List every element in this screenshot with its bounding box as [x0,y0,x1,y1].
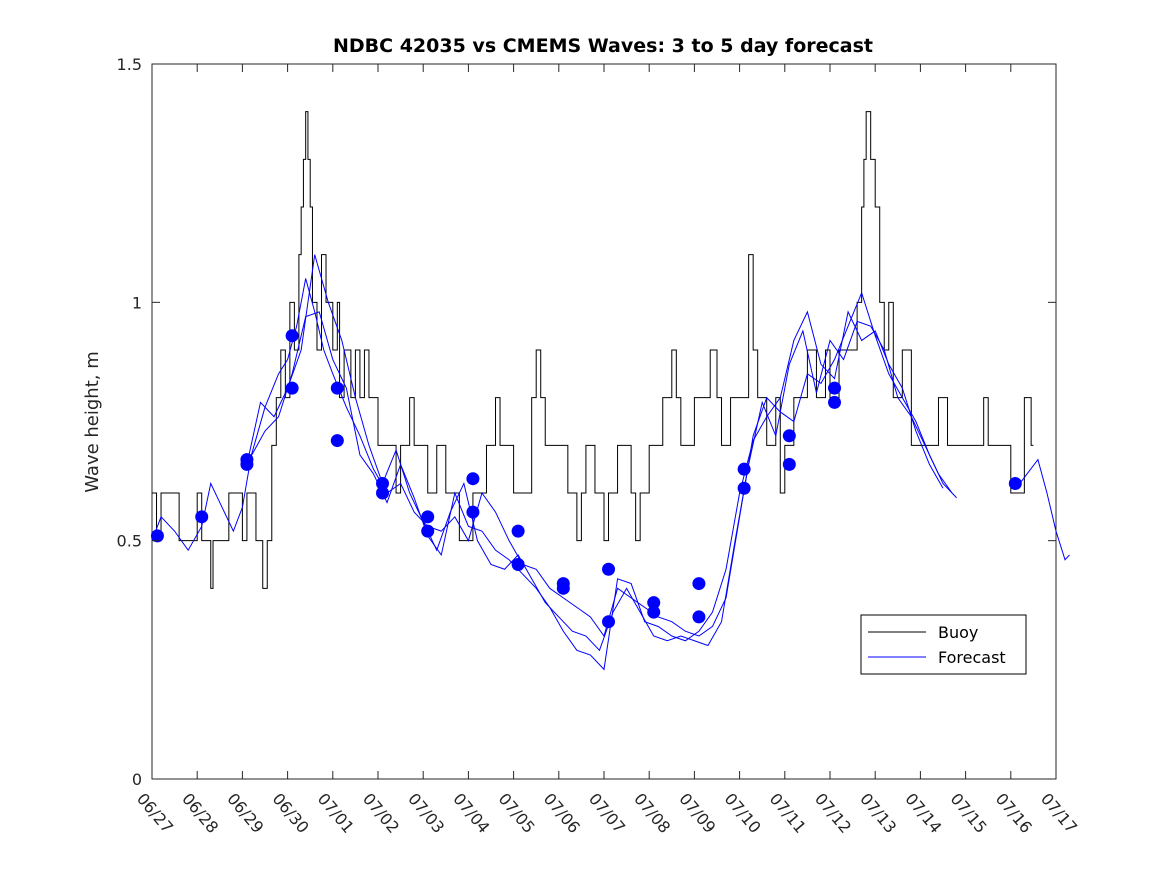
forecast-marker [602,562,616,576]
forecast-marker [240,453,254,467]
forecast-marker [782,429,796,443]
legend-forecast-label: Forecast [938,648,1006,667]
forecast-marker [421,510,435,524]
x-tick-label: 07/02 [359,789,403,837]
x-tick-label: 07/07 [585,789,629,837]
forecast-marker [737,481,751,495]
x-tick-label: 07/12 [811,789,855,837]
legend-buoy-label: Buoy [938,623,978,642]
forecast-marker [828,381,842,395]
forecast-marker [692,577,706,591]
forecast-marker [647,596,661,610]
series-forecast-line-extra [248,310,944,671]
series-forecast-line-extra [1019,458,1070,561]
forecast-marker [150,529,164,543]
x-tick-label: 07/01 [314,789,358,837]
forecast-marker [1008,476,1022,490]
legend-box [860,614,1027,675]
forecast-marker [828,395,842,409]
x-tick-label: 07/13 [856,789,900,837]
forecast-marker [466,505,480,519]
y-tick-label: 1.5 [117,55,142,74]
x-tick-label: 07/11 [766,789,810,837]
forecast-marker [421,524,435,538]
y-tick-label: 0 [132,770,142,789]
forecast-marker [511,524,525,538]
x-tick-label: 06/28 [178,789,222,837]
legend: Buoy Forecast [860,614,1027,675]
x-tick-label: 06/30 [269,789,313,837]
forecast-marker [692,610,706,624]
x-tick-label: 07/15 [947,789,991,837]
x-tick-label: 07/10 [721,789,765,837]
plot-area [150,63,1070,780]
series-buoy-line [152,111,1034,589]
forecast-marker [285,329,299,343]
x-tick-label: 07/05 [495,789,539,837]
x-tick-label: 06/29 [223,789,267,837]
x-tick-label: 07/16 [992,789,1036,837]
forecast-marker [285,381,299,395]
x-tick-label: 07/06 [540,789,584,837]
chart-title: NDBC 42035 vs CMEMS Waves: 3 to 5 day fo… [333,35,873,57]
x-tick-label: 07/17 [1037,789,1081,837]
forecast-marker [556,581,570,595]
forecast-marker [376,486,390,500]
forecast-marker [737,462,751,476]
y-tick-label: 0.5 [117,532,142,551]
x-tick-label: 07/04 [449,789,493,837]
x-tick-label: 07/14 [901,789,945,837]
forecast-marker [330,381,344,395]
forecast-marker [602,615,616,629]
series-forecast-line [151,278,957,638]
forecast-marker [466,472,480,486]
forecast-marker [330,434,344,448]
y-tick-label: 1 [132,293,142,312]
y-axis-ticks: 0 0.5 1 1.5 [117,55,1056,789]
forecast-marker [647,605,661,619]
x-tick-label: 07/09 [675,789,719,837]
x-tick-label: 06/27 [133,789,177,837]
series-forecast-line-extra [246,254,953,652]
forecast-marker [511,558,525,571]
forecast-marker [376,476,390,490]
x-tick-label: 07/03 [404,789,448,837]
forecast-marker [195,510,209,524]
x-tick-label: 07/08 [630,789,674,837]
forecast-marker [782,457,796,471]
y-axis-label: Wave height, m [82,351,103,492]
